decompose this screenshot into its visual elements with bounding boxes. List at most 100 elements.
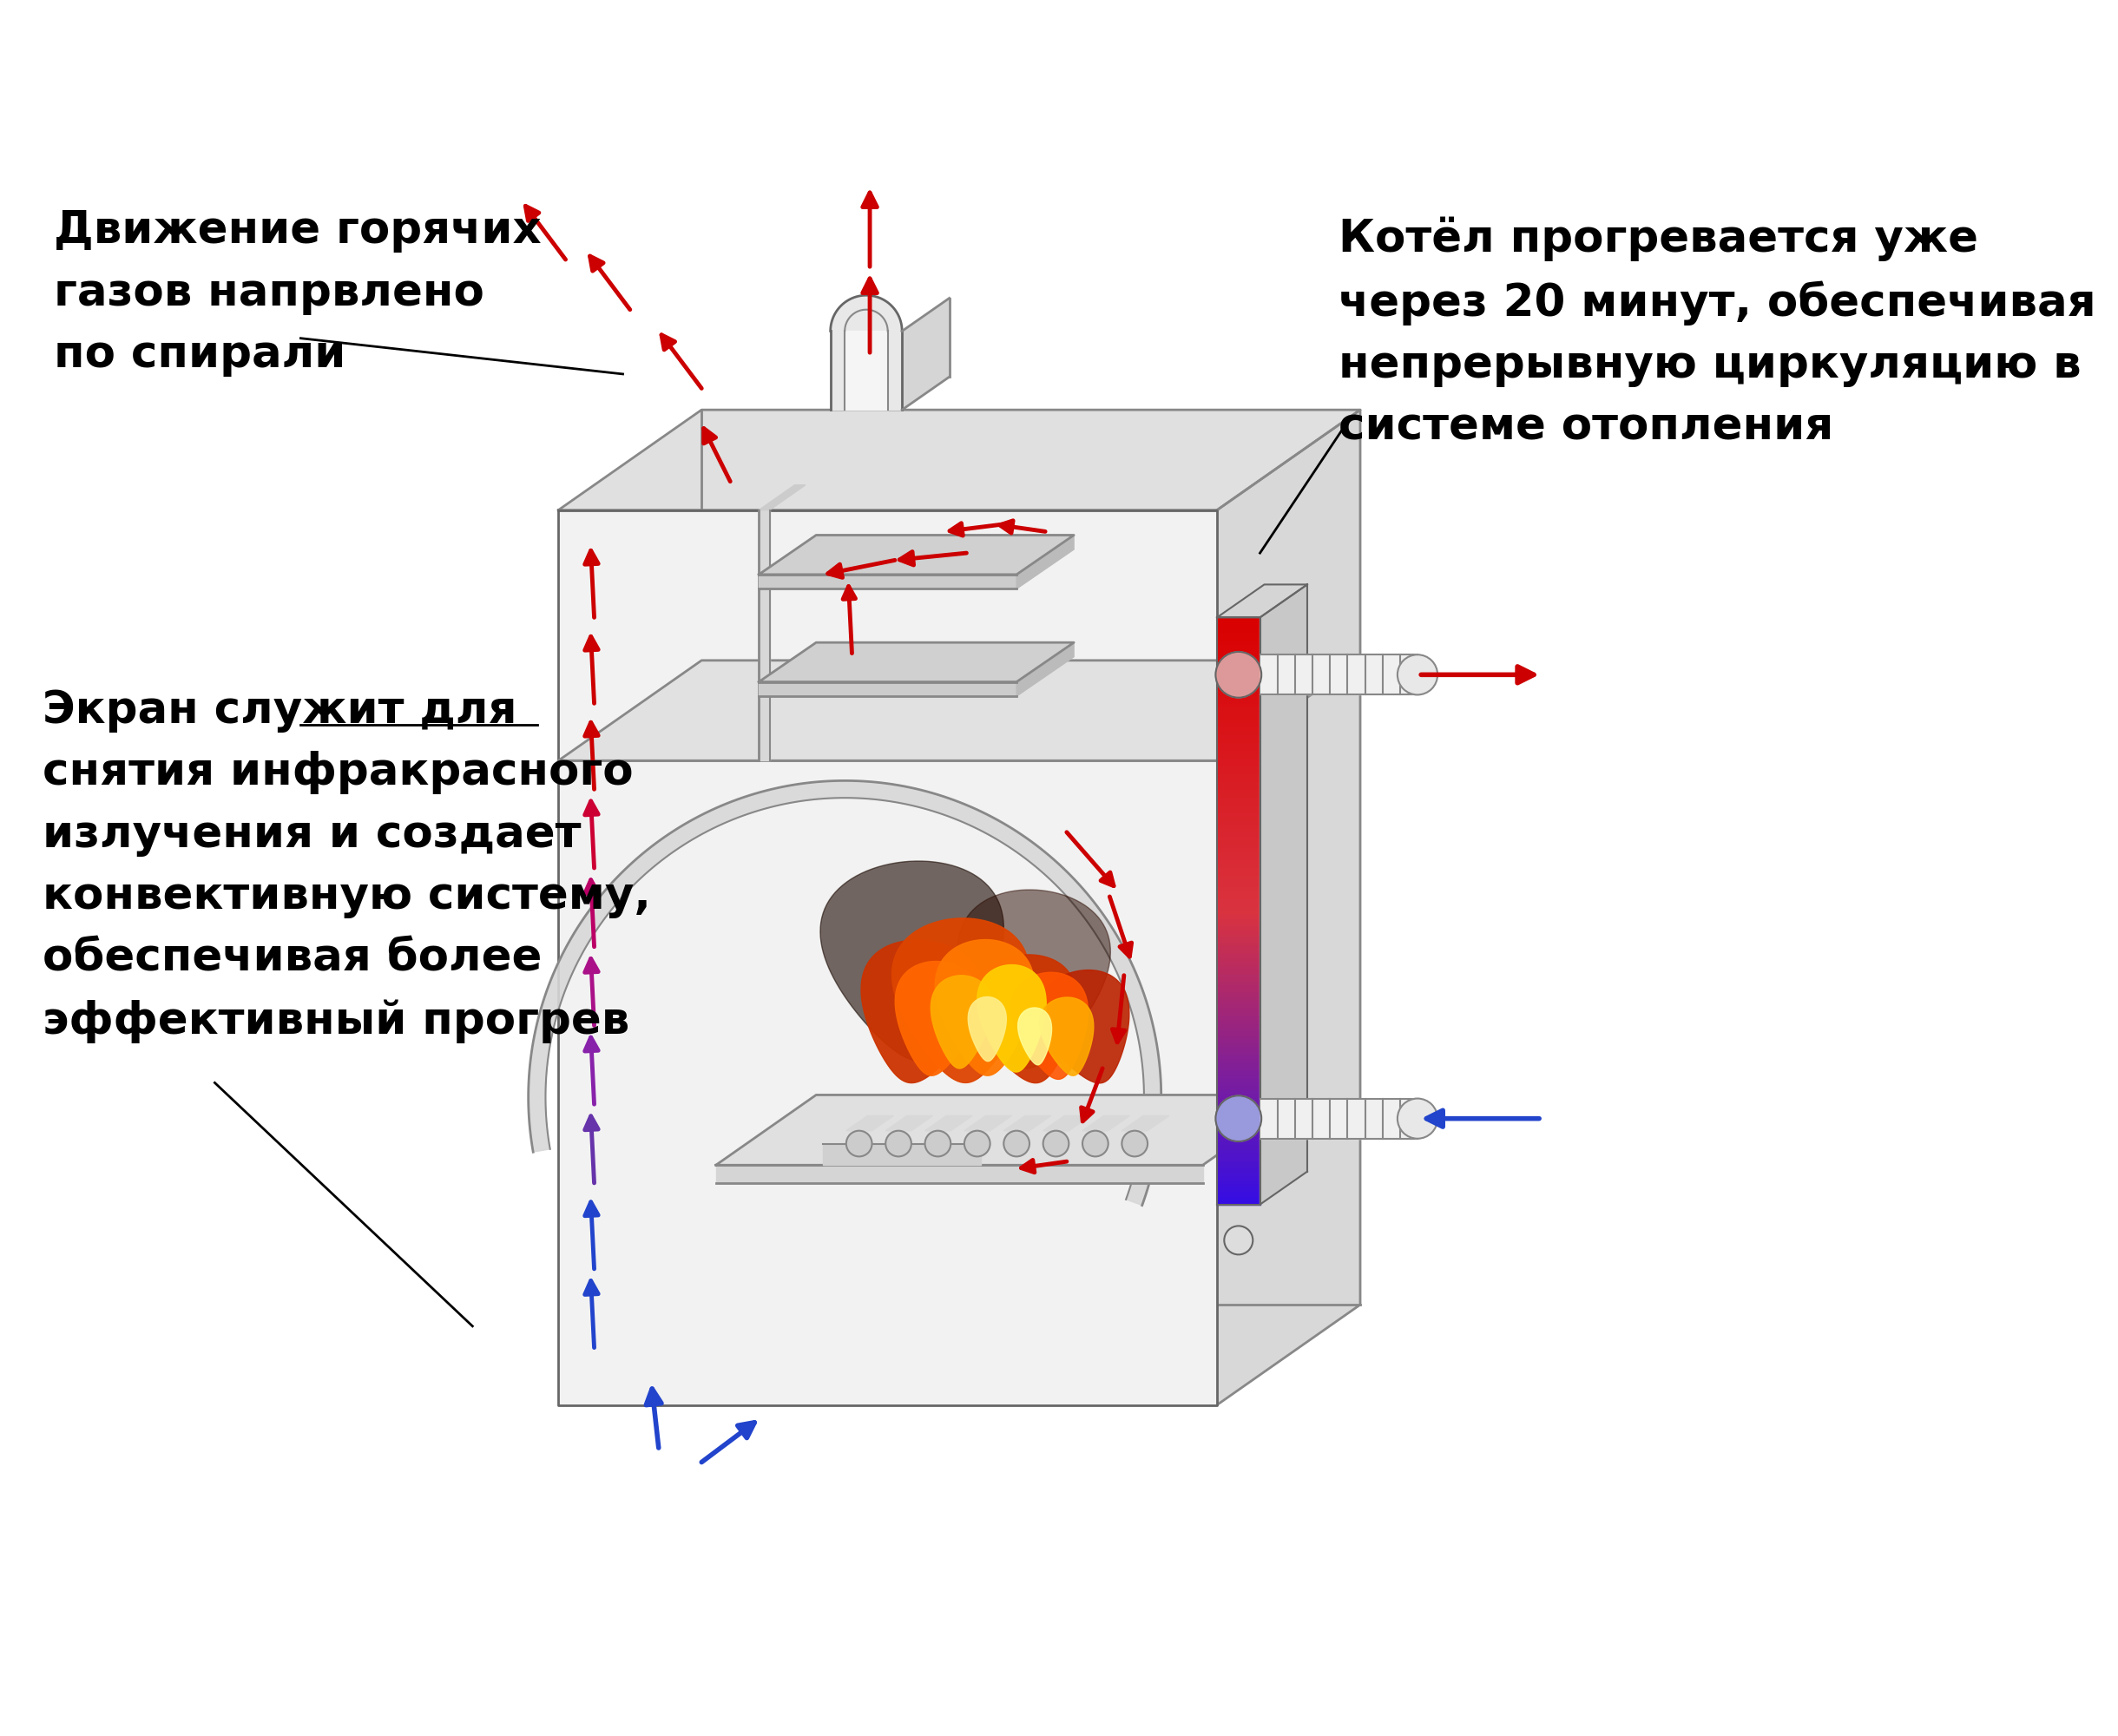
Polygon shape	[1218, 1189, 1260, 1193]
Polygon shape	[1218, 684, 1260, 687]
Polygon shape	[1218, 809, 1260, 812]
Polygon shape	[1040, 996, 1093, 1076]
Polygon shape	[1218, 1024, 1260, 1028]
Polygon shape	[970, 955, 1076, 1083]
Polygon shape	[1218, 825, 1260, 828]
Polygon shape	[1218, 837, 1260, 840]
Polygon shape	[1218, 1115, 1260, 1118]
Polygon shape	[830, 295, 902, 332]
Polygon shape	[1218, 634, 1260, 637]
Polygon shape	[1218, 724, 1260, 727]
Polygon shape	[1218, 875, 1260, 880]
Polygon shape	[1218, 793, 1260, 797]
Polygon shape	[1218, 727, 1260, 731]
Polygon shape	[1218, 915, 1260, 918]
Polygon shape	[1218, 965, 1260, 970]
Circle shape	[1004, 1130, 1029, 1156]
Polygon shape	[1218, 734, 1260, 740]
Polygon shape	[1218, 1118, 1260, 1121]
Polygon shape	[1012, 972, 1089, 1080]
Polygon shape	[1218, 755, 1260, 759]
Polygon shape	[1218, 946, 1260, 950]
Polygon shape	[716, 1095, 1303, 1165]
Polygon shape	[1218, 974, 1260, 977]
Polygon shape	[1218, 887, 1260, 891]
Polygon shape	[968, 996, 1006, 1061]
Polygon shape	[1218, 1130, 1260, 1134]
Polygon shape	[1218, 865, 1260, 868]
Polygon shape	[1218, 934, 1260, 939]
Polygon shape	[1218, 1111, 1260, 1115]
Polygon shape	[1218, 1106, 1260, 1111]
Polygon shape	[957, 891, 1110, 1069]
Polygon shape	[1218, 1071, 1260, 1075]
Polygon shape	[1218, 1196, 1260, 1201]
Polygon shape	[1218, 962, 1260, 965]
Polygon shape	[830, 332, 902, 410]
Polygon shape	[1218, 958, 1260, 962]
Polygon shape	[820, 861, 1004, 1061]
Polygon shape	[1218, 410, 1360, 1404]
Polygon shape	[1218, 1021, 1260, 1024]
Polygon shape	[926, 1116, 972, 1130]
Polygon shape	[1218, 1102, 1260, 1106]
Polygon shape	[1260, 585, 1307, 1205]
Polygon shape	[845, 332, 887, 410]
Polygon shape	[1218, 1158, 1260, 1161]
Polygon shape	[1218, 1087, 1260, 1090]
Polygon shape	[964, 1116, 1012, 1130]
Polygon shape	[1218, 930, 1260, 934]
Polygon shape	[1218, 708, 1260, 712]
Polygon shape	[1218, 1165, 1260, 1170]
Polygon shape	[1218, 1002, 1260, 1005]
Polygon shape	[1218, 977, 1260, 981]
Polygon shape	[1038, 970, 1129, 1083]
Polygon shape	[824, 1144, 981, 1165]
Polygon shape	[1218, 1170, 1260, 1174]
Polygon shape	[1218, 1080, 1260, 1083]
Polygon shape	[758, 682, 1017, 696]
Polygon shape	[1218, 899, 1260, 903]
Polygon shape	[1218, 672, 1260, 675]
Text: Движение горячих
газов напрвлено
по спирали: Движение горячих газов напрвлено по спир…	[53, 210, 542, 377]
Polygon shape	[1218, 1012, 1260, 1017]
Polygon shape	[1218, 1137, 1260, 1142]
Text: Экран служит для
снятия инфракрасного
излучения и создает
конвективную систему,
: Экран служит для снятия инфракрасного из…	[42, 689, 652, 1043]
Polygon shape	[1218, 828, 1260, 833]
Polygon shape	[1218, 844, 1260, 849]
Polygon shape	[559, 510, 1218, 1404]
Polygon shape	[1218, 852, 1260, 856]
Polygon shape	[1123, 1116, 1169, 1130]
Polygon shape	[936, 939, 1034, 1076]
Polygon shape	[1218, 1036, 1260, 1040]
Polygon shape	[1218, 637, 1260, 641]
Polygon shape	[1218, 856, 1260, 859]
Polygon shape	[1218, 1095, 1260, 1099]
Polygon shape	[1218, 762, 1260, 766]
Polygon shape	[1218, 833, 1260, 837]
Polygon shape	[1218, 750, 1260, 755]
Polygon shape	[758, 642, 1074, 682]
Polygon shape	[1218, 696, 1260, 700]
Polygon shape	[1218, 1201, 1260, 1205]
Polygon shape	[902, 299, 949, 410]
Polygon shape	[1218, 653, 1260, 656]
Polygon shape	[1218, 1005, 1260, 1009]
Circle shape	[1082, 1130, 1108, 1156]
Polygon shape	[1218, 1154, 1260, 1158]
Polygon shape	[1218, 906, 1260, 911]
Circle shape	[1224, 1226, 1254, 1255]
Polygon shape	[1218, 812, 1260, 818]
Polygon shape	[1082, 1116, 1129, 1130]
Polygon shape	[1218, 911, 1260, 915]
Polygon shape	[1218, 993, 1260, 996]
Polygon shape	[1218, 891, 1260, 896]
Polygon shape	[1218, 1043, 1260, 1049]
Polygon shape	[1218, 641, 1260, 644]
Polygon shape	[1218, 986, 1260, 990]
Polygon shape	[1218, 778, 1260, 781]
Polygon shape	[1218, 774, 1260, 778]
Circle shape	[847, 1130, 873, 1156]
Polygon shape	[1218, 996, 1260, 1002]
Polygon shape	[1218, 818, 1260, 821]
